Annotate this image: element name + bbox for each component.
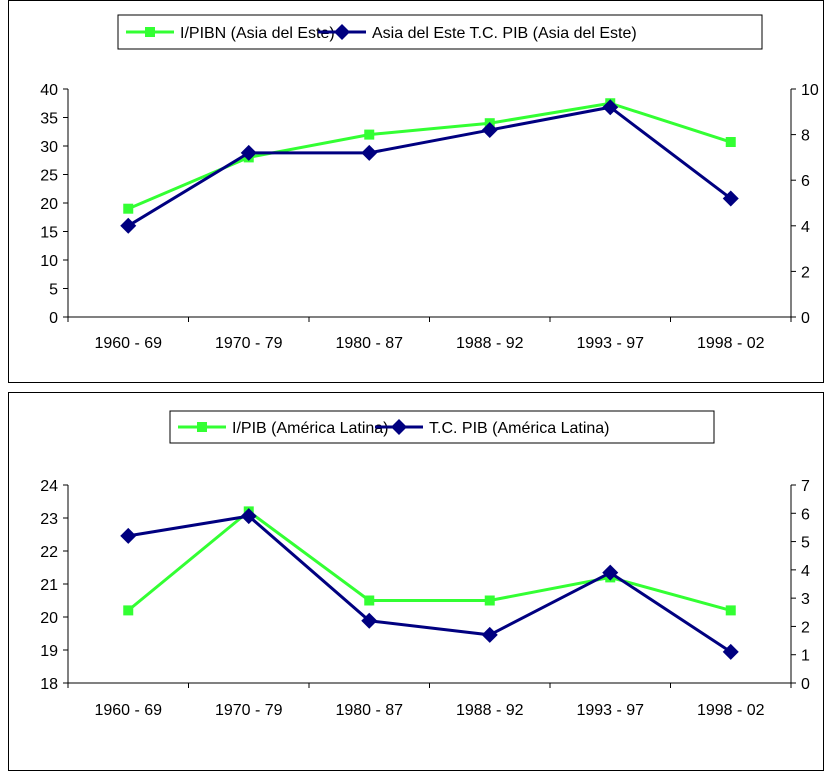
y-tick-label-left: 10 — [40, 253, 58, 270]
y-tick-label-right: 2 — [801, 264, 810, 281]
legend: I/PIB (América Latina) T.C. PIB (América … — [169, 410, 715, 444]
legend-label: T.C. PIB (América Latina) — [429, 420, 610, 437]
data-point — [602, 564, 619, 581]
series-line — [127, 101, 732, 211]
x-tick-label: 1993 - 97 — [576, 702, 644, 719]
y-tick-label-left: 20 — [40, 610, 58, 627]
data-point — [364, 129, 375, 140]
series-2 — [120, 508, 739, 660]
x-tick-label: 1970 - 79 — [215, 702, 283, 719]
y-tick-label-right: 3 — [801, 591, 810, 608]
chart-asia-del-este: 0 5 10 15 20 25 30 35 40 0 2 4 6 8 10 1960 - 69 1970 - 7… — [40, 14, 819, 352]
y-tick-label-left: 5 — [49, 282, 58, 299]
data-point — [361, 612, 378, 629]
y-tick-label-left: 18 — [40, 676, 58, 693]
data-point — [722, 190, 739, 207]
legend-label: I/PIBN (Asia del Este) — [180, 25, 335, 42]
series-2 — [120, 99, 739, 234]
y-tick-label-right: 2 — [801, 619, 810, 636]
data-point — [123, 605, 134, 616]
x-tick-label: 1960 - 69 — [94, 702, 162, 719]
y-tick-label-left: 20 — [40, 196, 58, 213]
y-tick-label-left: 19 — [40, 643, 58, 660]
y-tick-label-right: 6 — [801, 506, 810, 523]
legend-swatch-marker — [145, 27, 155, 37]
y-tick-label-right: 0 — [801, 676, 810, 693]
data-point — [484, 595, 495, 606]
y-tick-label-right: 8 — [801, 128, 810, 145]
x-tick-label: 1993 - 97 — [576, 335, 644, 352]
data-point — [120, 217, 137, 234]
axes: 0 5 10 15 20 25 30 35 40 0 2 4 6 8 10 1960 - 69 1970 - 7… — [40, 82, 819, 352]
data-point — [725, 605, 736, 616]
y-tick-label-left: 0 — [49, 310, 58, 327]
y-tick-label-left: 24 — [40, 478, 58, 495]
y-tick-label-right: 5 — [801, 535, 810, 552]
x-tick-label: 1980 - 87 — [335, 702, 403, 719]
chart-panel-america-latina: 18 19 20 21 22 23 24 0 1 2 3 4 5 6 7 1960 - 69 1970 - 79… — [8, 392, 824, 771]
legend-label: Asia del Este T.C. PIB (Asia del Este) — [372, 25, 637, 42]
y-tick-label-right: 6 — [801, 173, 810, 190]
data-point — [361, 144, 378, 161]
data-point — [240, 508, 257, 525]
y-tick-label-right: 4 — [801, 219, 810, 236]
y-tick-label-right: 10 — [801, 82, 819, 99]
data-point — [364, 595, 375, 606]
y-tick-label-right: 7 — [801, 478, 810, 495]
data-point — [725, 137, 736, 148]
data-point — [123, 203, 134, 214]
data-point — [240, 144, 257, 161]
y-tick-label-left: 30 — [40, 139, 58, 156]
legend-box — [169, 410, 715, 444]
legend-swatch-marker — [197, 422, 207, 432]
x-tick-label: 1988 - 92 — [456, 702, 524, 719]
legend-box — [117, 14, 763, 50]
y-tick-label-left: 25 — [40, 168, 58, 185]
legend: I/PIBN (Asia del Este) Asia del Este T.C.… — [117, 14, 763, 50]
x-tick-label: 1970 - 79 — [215, 335, 283, 352]
y-tick-label-left: 21 — [40, 577, 58, 594]
y-tick-label-right: 0 — [801, 310, 810, 327]
y-tick-label-right: 4 — [801, 563, 810, 580]
data-point — [722, 643, 739, 660]
series-line — [128, 514, 732, 654]
y-tick-label-left: 23 — [40, 511, 58, 528]
series-line — [127, 105, 732, 228]
legend-swatch-marker — [391, 419, 407, 435]
y-tick-label-right: 1 — [801, 648, 810, 665]
y-tick-label-left: 15 — [40, 225, 58, 242]
series-line — [127, 509, 732, 612]
data-point — [481, 626, 498, 643]
legend-label: I/PIB (América Latina) — [232, 420, 389, 437]
legend-swatch-marker — [334, 24, 350, 40]
x-tick-label: 1980 - 87 — [335, 335, 403, 352]
data-point — [602, 99, 619, 116]
x-tick-label: 1960 - 69 — [94, 335, 162, 352]
y-tick-label-left: 22 — [40, 544, 58, 561]
chart-panel-asia: 0 5 10 15 20 25 30 35 40 0 2 4 6 8 10 1960 - 69 1970 - 7… — [8, 0, 824, 383]
x-tick-label: 1988 - 92 — [456, 335, 524, 352]
y-tick-label-left: 40 — [40, 82, 58, 99]
y-tick-label-left: 35 — [40, 111, 58, 128]
data-point — [120, 527, 137, 544]
x-tick-label: 1998 - 02 — [697, 335, 765, 352]
series-1 — [123, 98, 736, 214]
data-point — [481, 122, 498, 139]
x-tick-label: 1998 - 02 — [697, 702, 765, 719]
